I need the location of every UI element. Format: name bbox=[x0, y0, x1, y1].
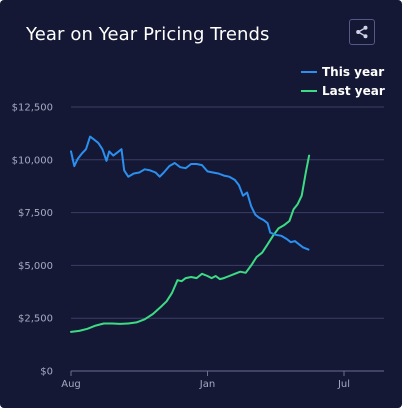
legend-swatch-this-year bbox=[301, 70, 317, 73]
x-tick-label-2: Jul bbox=[337, 379, 350, 390]
series-line-this-year bbox=[70, 135, 310, 251]
legend-item-last-year[interactable]: Last year bbox=[301, 81, 385, 100]
share-button[interactable] bbox=[349, 19, 375, 45]
x-tick-label-1: Jan bbox=[199, 379, 215, 390]
x-tick-label-0: Aug bbox=[61, 379, 81, 390]
legend-item-this-year[interactable]: This year bbox=[301, 62, 385, 81]
y-tick-label-1: $2,500 bbox=[18, 314, 53, 325]
y-tick-label-5: $12,500 bbox=[12, 103, 53, 114]
legend-label-last-year: Last year bbox=[322, 83, 385, 98]
legend-swatch-last-year bbox=[301, 89, 317, 92]
legend-label-this-year: This year bbox=[322, 64, 385, 79]
y-tick-label-0: $0 bbox=[40, 367, 53, 378]
series-line-last-year bbox=[70, 154, 311, 333]
chart-legend: This year Last year bbox=[301, 62, 385, 100]
y-tick-label-4: $10,000 bbox=[12, 155, 53, 166]
y-tick-label-3: $7,500 bbox=[18, 208, 53, 219]
share-icon bbox=[356, 25, 368, 39]
y-tick-label-2: $5,000 bbox=[18, 261, 53, 272]
chart-title: Year on Year Pricing Trends bbox=[26, 24, 270, 45]
